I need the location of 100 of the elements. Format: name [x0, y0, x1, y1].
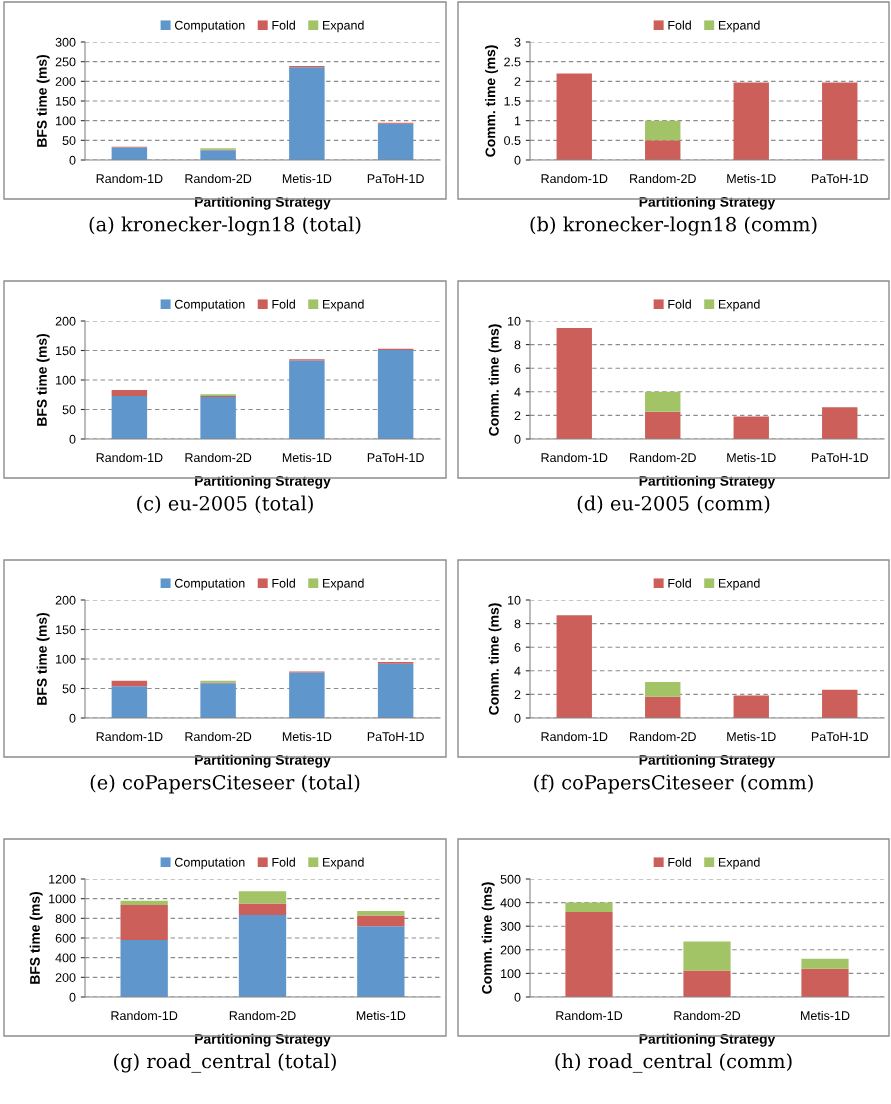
y-tick-label: 400	[500, 898, 521, 908]
x-tick-label: Random-2D	[185, 731, 252, 742]
y-tick-label: 200	[55, 973, 76, 982]
y-tick-label: 250	[55, 57, 76, 67]
x-axis-title: Partitioning Strategy	[195, 475, 331, 489]
y-tick-label: 50	[62, 405, 76, 415]
x-axis-title: Partitioning Strategy	[195, 196, 331, 210]
y-tick-label: 300	[500, 922, 521, 931]
legend-label: Fold	[272, 578, 295, 588]
text: (a) kronecker-logn18 (total)	[89, 216, 361, 236]
x-tick-label: Random-1D	[96, 452, 163, 463]
y-axis-title: BFS time (ms)	[36, 55, 50, 147]
x-axis-title: Partitioning Strategy	[639, 754, 776, 768]
y-tick-label: 200	[500, 945, 521, 955]
y-tick-label: 50	[62, 136, 76, 145]
text: (c) eu-2005 (total)	[137, 495, 313, 514]
y-tick-label: 1000	[49, 894, 76, 904]
y-axis-title: Comm. time (ms)	[481, 882, 495, 994]
y-tick-label: 200	[55, 595, 76, 605]
x-axis-title: Partitioning Strategy	[195, 1033, 331, 1047]
x-tick-label: Metis-1D	[282, 731, 332, 742]
x-tick-label: Random-1D	[556, 1010, 623, 1021]
x-tick-label: Random-2D	[630, 731, 696, 742]
legend-label: Expand	[323, 20, 364, 33]
y-tick-label: 8	[514, 619, 521, 629]
legend-label: Fold	[272, 299, 295, 309]
x-tick-label: Random-2D	[185, 173, 252, 184]
legend-label: Expand	[323, 857, 364, 870]
x-tick-label: PaToH-1D	[367, 732, 424, 742]
x-tick-label: Random-2D	[185, 452, 252, 463]
legend-label: Computation	[174, 857, 245, 870]
y-tick-label: 0	[69, 713, 76, 723]
y-tick-label: 4	[514, 387, 521, 397]
x-tick-label: PaToH-1D	[811, 174, 868, 184]
x-tick-label: Random-1D	[111, 1010, 178, 1021]
x-tick-label: Metis-1D	[282, 452, 332, 463]
x-axis-title: Partitioning Strategy	[639, 475, 776, 489]
y-axis-title: Comm. time (ms)	[488, 324, 502, 436]
y-tick-label: 0	[514, 713, 521, 723]
y-tick-label: 6	[514, 364, 521, 373]
y-tick-label: 2	[514, 411, 521, 420]
y-tick-label: 0	[69, 992, 76, 1002]
y-tick-label: 1200	[49, 874, 76, 884]
x-tick-label: Metis-1D	[727, 731, 776, 742]
text: (e) coPapersCiteseer (total)	[90, 774, 360, 794]
y-tick-label: 0	[514, 434, 521, 444]
legend-label: Expand	[323, 299, 364, 312]
text: (d) eu-2005 (comm)	[577, 495, 770, 514]
x-tick-label: Random-1D	[541, 452, 608, 463]
x-tick-label: Random-1D	[541, 731, 608, 742]
y-tick-label: 10	[508, 595, 521, 605]
y-tick-label: 500	[500, 874, 521, 884]
y-tick-label: 2	[514, 690, 521, 699]
y-tick-label: 600	[55, 933, 76, 943]
y-axis-title: BFS time (ms)	[29, 892, 43, 984]
x-tick-label: Random-1D	[96, 731, 163, 742]
x-tick-label: Random-1D	[96, 173, 163, 184]
x-axis-title: Partitioning Strategy	[195, 754, 331, 768]
y-tick-label: 4	[514, 666, 521, 676]
x-tick-label: Metis-1D	[727, 452, 776, 463]
legend-label: Expand	[323, 578, 364, 591]
y-tick-label: 200	[55, 316, 76, 326]
x-tick-label: Random-2D	[229, 1010, 296, 1021]
x-tick-label: Metis-1D	[801, 1010, 850, 1021]
y-tick-label: 200	[55, 77, 76, 86]
legend-label: Computation	[174, 578, 245, 591]
y-tick-label: 1.5	[504, 96, 521, 106]
legend-label: Computation	[174, 299, 245, 312]
x-axis-title: Partitioning Strategy	[639, 196, 776, 210]
x-tick-label: Metis-1D	[356, 1010, 406, 1021]
y-tick-label: 300	[55, 37, 76, 47]
y-tick-label: 100	[56, 654, 76, 664]
legend-label: Fold	[668, 20, 691, 30]
y-tick-label: 1	[514, 116, 521, 126]
x-tick-label: Metis-1D	[282, 173, 332, 184]
y-tick-label: 2	[514, 77, 521, 86]
text: (b) kronecker-logn18 (comm)	[530, 216, 817, 236]
y-tick-label: 150	[56, 346, 76, 356]
legend-label: Fold	[272, 857, 295, 867]
legend-label: Fold	[668, 299, 691, 309]
y-tick-label: 3	[514, 37, 521, 47]
x-tick-label: PaToH-1D	[811, 732, 868, 742]
x-tick-label: PaToH-1D	[367, 174, 424, 184]
y-tick-label: 6	[514, 643, 521, 652]
y-axis-title: Comm. time (ms)	[488, 603, 502, 715]
x-tick-label: Random-1D	[541, 173, 608, 184]
y-tick-label: 100	[56, 116, 76, 126]
x-tick-label: Random-2D	[630, 173, 696, 184]
x-tick-label: Random-2D	[674, 1010, 741, 1021]
y-tick-label: 10	[508, 316, 521, 326]
y-tick-label: 150	[56, 96, 76, 106]
legend-label: Fold	[272, 20, 295, 30]
y-axis-title: Comm. time (ms)	[485, 45, 499, 157]
legend-label: Fold	[668, 578, 691, 588]
legend-label: Computation	[174, 20, 245, 33]
y-axis-title: BFS time (ms)	[36, 613, 50, 705]
y-tick-label: 400	[55, 953, 76, 963]
y-tick-label: 0.5	[504, 136, 521, 145]
legend-label: Expand	[718, 299, 760, 312]
y-axis-title: BFS time (ms)	[36, 334, 50, 426]
